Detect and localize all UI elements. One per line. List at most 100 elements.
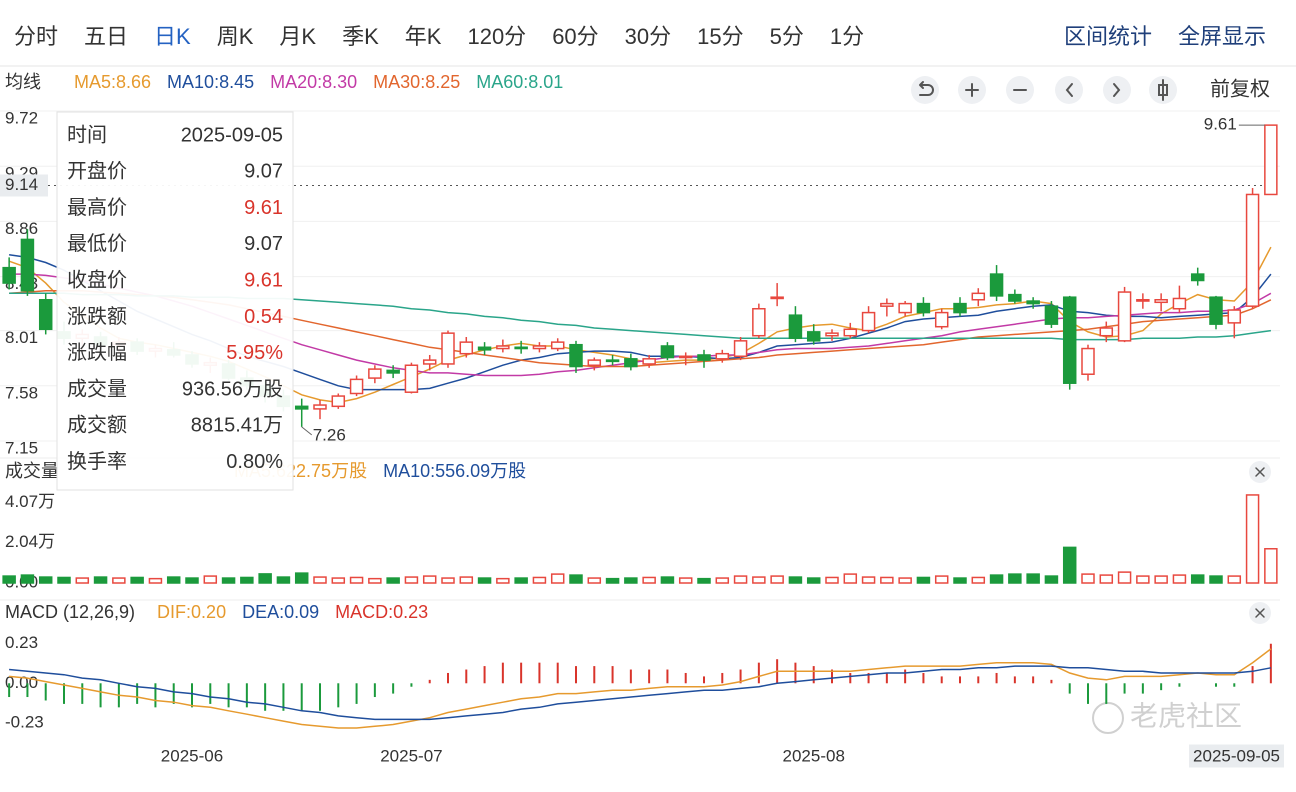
volume-bar xyxy=(185,577,199,584)
action-button[interactable]: 区间统计 xyxy=(1064,24,1152,49)
tooltip-value: 0.54 xyxy=(244,306,283,328)
volume-bar xyxy=(1245,494,1260,584)
volume-bar xyxy=(733,575,748,584)
tab[interactable]: 1分 xyxy=(830,24,864,49)
tooltip-value: 936.56万股 xyxy=(182,378,283,400)
tooltip-label: 成交量 xyxy=(67,377,127,400)
next-button[interactable] xyxy=(1103,76,1131,104)
candle-body xyxy=(642,358,656,365)
legend-item: MA60:8.01 xyxy=(476,72,563,92)
tab[interactable]: 年K xyxy=(405,24,442,49)
volume-bar xyxy=(258,573,272,584)
candle-body xyxy=(1008,293,1022,302)
volume-bar xyxy=(349,576,364,584)
volume-bar xyxy=(1081,573,1095,584)
tab[interactable]: 120分 xyxy=(467,24,526,49)
candle-body xyxy=(1081,347,1095,375)
candle-body xyxy=(496,345,510,350)
volume-bar xyxy=(1044,575,1059,584)
y-tick-label: 4.07万 xyxy=(5,492,55,511)
tooltip: 时间 2025-09-05 开盘价 9.07 最高价 9.61 最低价 9.07 收盘价 9.61… xyxy=(56,111,294,491)
candle-body xyxy=(1227,309,1242,324)
volume-bar xyxy=(240,576,254,584)
volume-bar xyxy=(422,575,437,584)
candle-body xyxy=(20,238,35,292)
y-tick-label: 2.04万 xyxy=(5,532,55,551)
candle-body xyxy=(825,332,839,337)
action-button[interactable]: 全屏显示 xyxy=(1178,24,1266,49)
tooltip-value: 9.07 xyxy=(244,233,283,255)
y-tick-label: 8.86 xyxy=(5,219,38,238)
tab[interactable]: 60分 xyxy=(552,24,598,49)
candle-body xyxy=(550,341,565,350)
tab[interactable]: 季K xyxy=(342,24,379,49)
reset-button[interactable] xyxy=(911,76,939,104)
tooltip-value: 0.80% xyxy=(226,451,283,473)
volume-bar xyxy=(148,577,163,584)
candle-body xyxy=(843,328,858,337)
candle-body xyxy=(1264,124,1278,196)
candle-body xyxy=(861,311,876,332)
volume-bar xyxy=(2,575,16,584)
candle-body xyxy=(1099,327,1114,337)
candle-body xyxy=(313,404,327,410)
tab[interactable]: 月K xyxy=(279,24,316,49)
tab[interactable]: 15分 xyxy=(697,24,743,49)
watermark-group: 老虎社区 xyxy=(1092,700,1242,734)
prev-button[interactable] xyxy=(1055,76,1083,104)
watermark-logo xyxy=(1092,702,1124,734)
crosshair-label-bg xyxy=(0,174,48,197)
legend-item: MACD:0.23 xyxy=(335,602,428,622)
candle-body xyxy=(1044,305,1059,325)
volume-bar xyxy=(843,573,858,584)
candle-body xyxy=(605,359,620,363)
tab[interactable]: 周K xyxy=(217,24,254,49)
x-tick-label: 2025-08 xyxy=(783,746,845,765)
candle-body xyxy=(953,302,967,314)
volume-bar xyxy=(459,576,474,584)
tab[interactable]: 30分 xyxy=(625,24,671,49)
tooltip-label: 收盘价 xyxy=(67,268,127,291)
candle-body xyxy=(1209,296,1223,325)
watermark: 老虎社区 xyxy=(1130,700,1242,731)
x-tick-label: 2025-06 xyxy=(161,746,223,765)
panel-title: 成交量 xyxy=(5,461,59,481)
candle-body xyxy=(38,299,53,331)
tab[interactable]: 日K xyxy=(154,24,191,49)
volume-bar xyxy=(898,577,912,584)
candle-body xyxy=(386,369,400,374)
candle-body xyxy=(624,358,638,368)
macd-line xyxy=(9,648,1272,729)
tab[interactable]: 五日 xyxy=(84,24,128,49)
candle-body xyxy=(459,341,474,355)
candle-body xyxy=(1245,193,1260,307)
adjust-mode[interactable]: 前复权 xyxy=(1210,77,1270,100)
volume-bar xyxy=(678,577,693,584)
volume-bar xyxy=(112,577,126,584)
tooltip-label: 换手率 xyxy=(67,450,127,473)
candle-body xyxy=(715,352,730,360)
y-tick-label: 7.58 xyxy=(5,383,38,402)
volume-bar xyxy=(1099,574,1114,584)
volume-bar xyxy=(587,577,602,584)
volume-bar xyxy=(788,576,803,584)
tab[interactable]: 分时 xyxy=(14,24,58,49)
tab[interactable]: 5分 xyxy=(770,24,804,49)
volume-bar xyxy=(38,576,53,584)
volume-bar xyxy=(203,575,218,584)
volume-bar xyxy=(166,576,181,584)
candle-body xyxy=(788,314,803,340)
volume-bar xyxy=(368,577,382,584)
panel-title: MACD (12,26,9) xyxy=(5,602,135,622)
candle-body xyxy=(1172,297,1187,310)
volume-bar xyxy=(1264,548,1278,584)
volume-bar xyxy=(331,577,346,584)
volume-bar xyxy=(953,577,967,584)
volume-bar xyxy=(660,576,675,584)
candle-body xyxy=(422,359,437,365)
candle-body xyxy=(1154,299,1168,304)
volume-bar xyxy=(441,577,455,584)
candle-body xyxy=(660,345,675,359)
y-tick-label: 9.72 xyxy=(5,108,38,127)
